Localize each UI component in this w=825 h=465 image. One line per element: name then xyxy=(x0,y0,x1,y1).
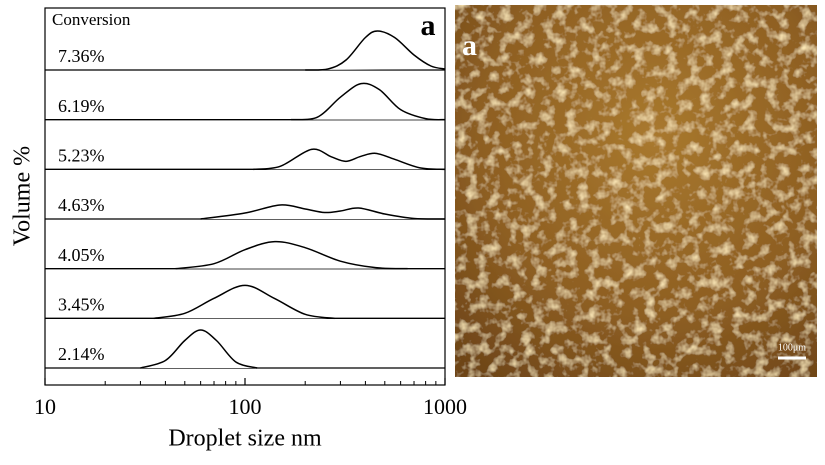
y-axis-title: Volume % xyxy=(10,146,36,246)
series-label: 6.19% xyxy=(58,96,105,116)
distribution-curve xyxy=(200,204,446,220)
series-label: 5.23% xyxy=(58,145,105,165)
series-label: 7.36% xyxy=(58,46,105,66)
series-label: 4.05% xyxy=(58,245,105,265)
x-tick-label: 1000 xyxy=(423,394,467,419)
distribution-curve xyxy=(175,240,408,270)
x-tick-label: 100 xyxy=(229,394,262,419)
image-panel-label: a xyxy=(462,29,477,62)
distribution-curve xyxy=(253,148,446,171)
chart: Conversion a Volume % Droplet size nm 10… xyxy=(10,7,467,452)
x-axis-title: Droplet size nm xyxy=(168,426,322,452)
micrograph: a 100μm xyxy=(455,5,817,377)
series-label: 4.63% xyxy=(58,195,105,215)
distribution-curve xyxy=(305,30,446,71)
micrograph-image xyxy=(455,5,817,377)
legend-title: Conversion xyxy=(52,10,131,29)
x-tick-label: 10 xyxy=(34,394,56,419)
distribution-curve xyxy=(291,82,446,121)
series-label: 2.14% xyxy=(58,344,105,364)
distribution-curve xyxy=(140,329,258,369)
chart-panel-label: a xyxy=(421,9,436,42)
series-label: 3.45% xyxy=(58,294,105,314)
scale-bar-label: 100μm xyxy=(778,342,806,353)
distribution-curve xyxy=(153,284,335,320)
